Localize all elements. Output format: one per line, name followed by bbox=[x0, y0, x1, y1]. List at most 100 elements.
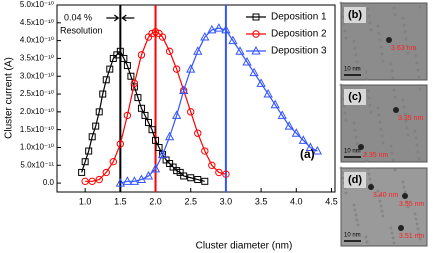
marker bbox=[312, 145, 323, 155]
arrow bbox=[121, 14, 135, 22]
texture bbox=[355, 142, 359, 146]
texture bbox=[393, 13, 397, 17]
texture bbox=[354, 213, 358, 217]
texture bbox=[339, 166, 343, 170]
x-tick-label: 4.0 bbox=[290, 196, 303, 206]
texture bbox=[393, 168, 397, 172]
texture bbox=[392, 241, 396, 245]
texture bbox=[364, 152, 368, 156]
annotation: (a) bbox=[300, 147, 315, 161]
texture bbox=[344, 36, 348, 40]
marker bbox=[102, 76, 110, 84]
marker bbox=[122, 176, 133, 185]
texture bbox=[352, 39, 356, 43]
x-tick-label: 4.5 bbox=[325, 196, 338, 206]
texture bbox=[403, 112, 407, 116]
texture bbox=[368, 177, 372, 181]
texture bbox=[368, 21, 372, 25]
legend-label: Deposition 1 bbox=[271, 12, 327, 23]
cluster-dot bbox=[398, 225, 404, 231]
inset-label: (b) bbox=[348, 9, 362, 21]
marker bbox=[186, 64, 196, 73]
plot-frame bbox=[56, 4, 336, 193]
texture bbox=[379, 204, 383, 208]
legend-marker bbox=[252, 13, 260, 21]
texture bbox=[390, 151, 394, 155]
texture bbox=[389, 62, 393, 66]
marker bbox=[102, 168, 110, 177]
texture bbox=[377, 194, 381, 198]
texture bbox=[341, 176, 345, 180]
texture bbox=[376, 106, 380, 110]
y-axis-title: Cluster current (A) bbox=[4, 57, 15, 139]
y-tick-label: 5.0x10⁻¹¹ bbox=[20, 160, 54, 169]
annotation: 0.04 % bbox=[64, 12, 92, 22]
texture bbox=[404, 37, 408, 41]
texture bbox=[376, 189, 380, 193]
texture bbox=[365, 240, 369, 244]
marker bbox=[157, 149, 168, 159]
texture bbox=[364, 235, 368, 239]
marker bbox=[277, 110, 287, 119]
texture bbox=[343, 29, 347, 33]
x-tick-label: 3.0 bbox=[220, 196, 233, 206]
texture bbox=[377, 113, 381, 117]
inset-label: (c) bbox=[348, 91, 362, 103]
inset-label-bg bbox=[344, 7, 366, 23]
arrow bbox=[106, 14, 120, 22]
texture bbox=[401, 98, 405, 102]
texture bbox=[380, 134, 384, 138]
marker bbox=[99, 90, 107, 98]
texture bbox=[381, 59, 385, 63]
texture bbox=[381, 141, 385, 145]
marker bbox=[222, 170, 230, 178]
texture bbox=[392, 6, 396, 10]
inset-label-bg bbox=[344, 89, 366, 105]
size-label: 3.40 nm bbox=[373, 192, 398, 199]
texture bbox=[367, 96, 371, 100]
texture bbox=[343, 111, 347, 115]
texture bbox=[353, 46, 357, 50]
y-tick-label: 4.5x10⁻¹⁰ bbox=[20, 18, 54, 27]
texture bbox=[414, 136, 418, 140]
annotation: Resolution bbox=[60, 25, 103, 35]
marker bbox=[151, 28, 160, 36]
texture bbox=[403, 30, 407, 34]
texture bbox=[415, 143, 419, 147]
marker bbox=[201, 147, 209, 155]
y-tick-label: 2.5x10⁻¹⁰ bbox=[20, 89, 54, 98]
inset-panel: (b) 10 nm 3.63 nm bbox=[339, 1, 428, 81]
texture bbox=[377, 31, 381, 35]
marker bbox=[235, 46, 245, 55]
texture bbox=[404, 119, 408, 123]
marker bbox=[166, 160, 174, 168]
legend-marker bbox=[251, 45, 261, 55]
inset-panel: (d) 10 nm 3.40 nm3.55 nm 3.51 nm bbox=[339, 166, 428, 247]
texture bbox=[405, 44, 409, 48]
marker bbox=[193, 46, 203, 55]
y-tick-label: 3.5x10⁻¹⁰ bbox=[20, 54, 54, 63]
y-tick-label: 5.0x10⁻¹⁰ bbox=[20, 0, 54, 9]
marker bbox=[106, 65, 114, 73]
marker bbox=[215, 168, 223, 177]
texture bbox=[413, 129, 417, 133]
texture bbox=[341, 15, 345, 19]
marker bbox=[187, 108, 195, 116]
marker bbox=[165, 47, 174, 56]
cluster-dot bbox=[393, 107, 399, 113]
size-label: 3.35 nm bbox=[398, 115, 423, 122]
marker bbox=[173, 167, 181, 175]
texture bbox=[416, 150, 420, 154]
texture bbox=[379, 45, 383, 49]
marker bbox=[123, 62, 131, 70]
cluster-dot bbox=[386, 37, 392, 43]
texture bbox=[418, 5, 422, 9]
marker bbox=[148, 126, 156, 134]
texture bbox=[390, 69, 394, 73]
marker bbox=[81, 158, 89, 166]
marker bbox=[207, 24, 217, 34]
marker bbox=[113, 51, 121, 59]
marker bbox=[150, 163, 161, 173]
texture bbox=[389, 226, 393, 230]
y-tick-label: 1.0x10⁻¹⁰ bbox=[20, 143, 54, 152]
